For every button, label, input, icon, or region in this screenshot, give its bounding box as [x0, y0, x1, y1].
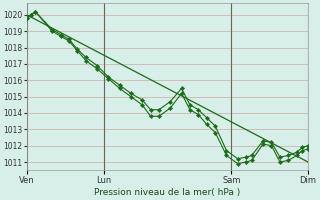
X-axis label: Pression niveau de la mer( hPa ): Pression niveau de la mer( hPa ) — [94, 188, 241, 197]
